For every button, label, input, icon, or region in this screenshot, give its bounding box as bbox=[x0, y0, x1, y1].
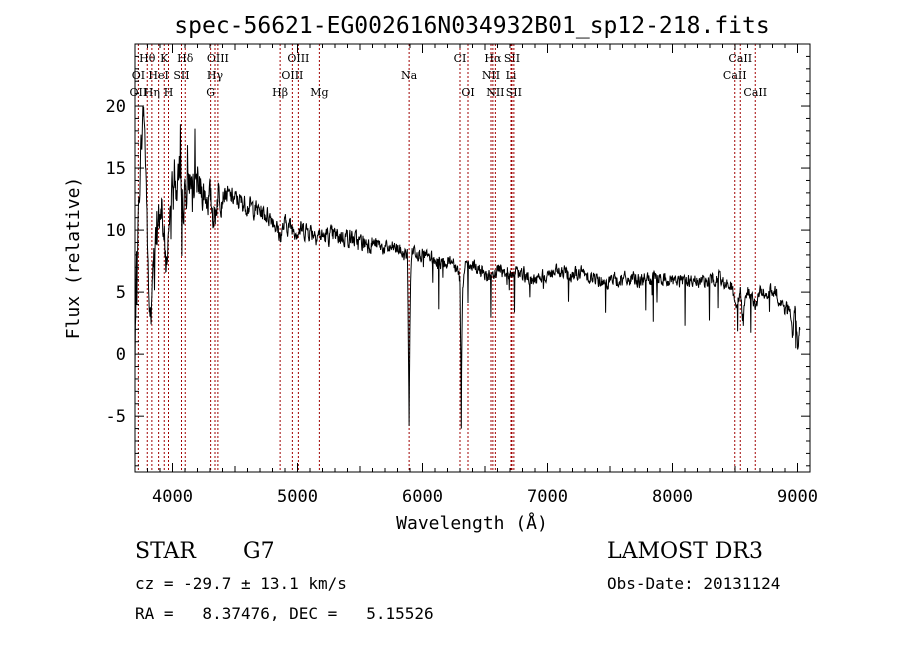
y-tick-label: 15 bbox=[106, 159, 126, 179]
spectrum-line bbox=[134, 105, 801, 429]
line-marker-label: SII bbox=[173, 69, 189, 82]
object-subclass: G7 bbox=[243, 539, 275, 564]
line-marker-label: SII bbox=[506, 86, 522, 99]
line-marker-label: G bbox=[206, 86, 215, 99]
x-tick-label: 6000 bbox=[402, 487, 443, 507]
y-tick-label: 20 bbox=[106, 97, 126, 117]
line-marker-label: Li bbox=[506, 69, 517, 82]
line-marker-label: K bbox=[160, 52, 169, 65]
line-marker-label: Hγ bbox=[207, 69, 224, 82]
chart-title: spec-56621-EG002616N034932B01_sp12-218.f… bbox=[174, 13, 769, 39]
y-tick-label: 5 bbox=[116, 283, 126, 303]
line-marker-label: OI bbox=[132, 69, 145, 82]
line-marker-label: NII bbox=[486, 86, 504, 99]
line-marker-label: CI bbox=[454, 52, 467, 65]
line-marker-label: Hδ bbox=[177, 52, 194, 65]
x-axis: 4000 5000 6000 7000 8000 9000 bbox=[134, 44, 818, 507]
y-tick-label: 10 bbox=[106, 221, 126, 241]
line-marker-label: HeI bbox=[148, 69, 168, 82]
line-marker-label: NII bbox=[482, 69, 500, 82]
line-marker-label: H bbox=[164, 86, 174, 99]
line-marker-label: Hβ bbox=[272, 86, 288, 99]
survey-name: LAMOST DR3 bbox=[607, 539, 763, 564]
line-marker-label: Hα bbox=[484, 52, 502, 65]
line-marker-label: CaII bbox=[728, 52, 752, 65]
y-axis-label: Flux (relative) bbox=[63, 177, 84, 340]
x-tick-label: 7000 bbox=[527, 487, 568, 507]
y-axis: -5 0 5 10 15 20 bbox=[106, 43, 810, 467]
x-tick-label: 9000 bbox=[777, 487, 818, 507]
line-marker-label: CaII bbox=[723, 69, 747, 82]
x-tick-label: 8000 bbox=[652, 487, 693, 507]
redshift-cz: cz = -29.7 ± 13.1 km/s bbox=[135, 574, 347, 593]
line-marker-label: OIII bbox=[207, 52, 229, 65]
x-axis-label: Wavelength (Å) bbox=[396, 512, 548, 534]
line-marker-label: OII bbox=[130, 86, 148, 99]
y-tick-label: -5 bbox=[106, 407, 126, 427]
x-tick-label: 5000 bbox=[277, 487, 318, 507]
plot-frame bbox=[134, 43, 811, 473]
observation-date: Obs-Date: 20131124 bbox=[607, 574, 781, 593]
line-marker-label: Hθ bbox=[139, 52, 156, 65]
coordinates: RA = 8.37476, DEC = 5.15526 bbox=[135, 604, 434, 623]
line-marker-label: SII bbox=[504, 52, 520, 65]
x-tick-label: 4000 bbox=[152, 487, 193, 507]
line-marker-label: OI bbox=[461, 86, 474, 99]
line-marker-label: OIII bbox=[281, 69, 303, 82]
line-marker-label: Na bbox=[401, 69, 418, 82]
line-marker-label: Mg bbox=[310, 86, 328, 99]
y-tick-label: 0 bbox=[116, 345, 126, 365]
line-marker-label: CaII bbox=[743, 86, 767, 99]
line-marker-label: OIII bbox=[287, 52, 309, 65]
line-marker-label: Hη bbox=[144, 86, 160, 99]
object-class: STAR bbox=[135, 539, 196, 564]
